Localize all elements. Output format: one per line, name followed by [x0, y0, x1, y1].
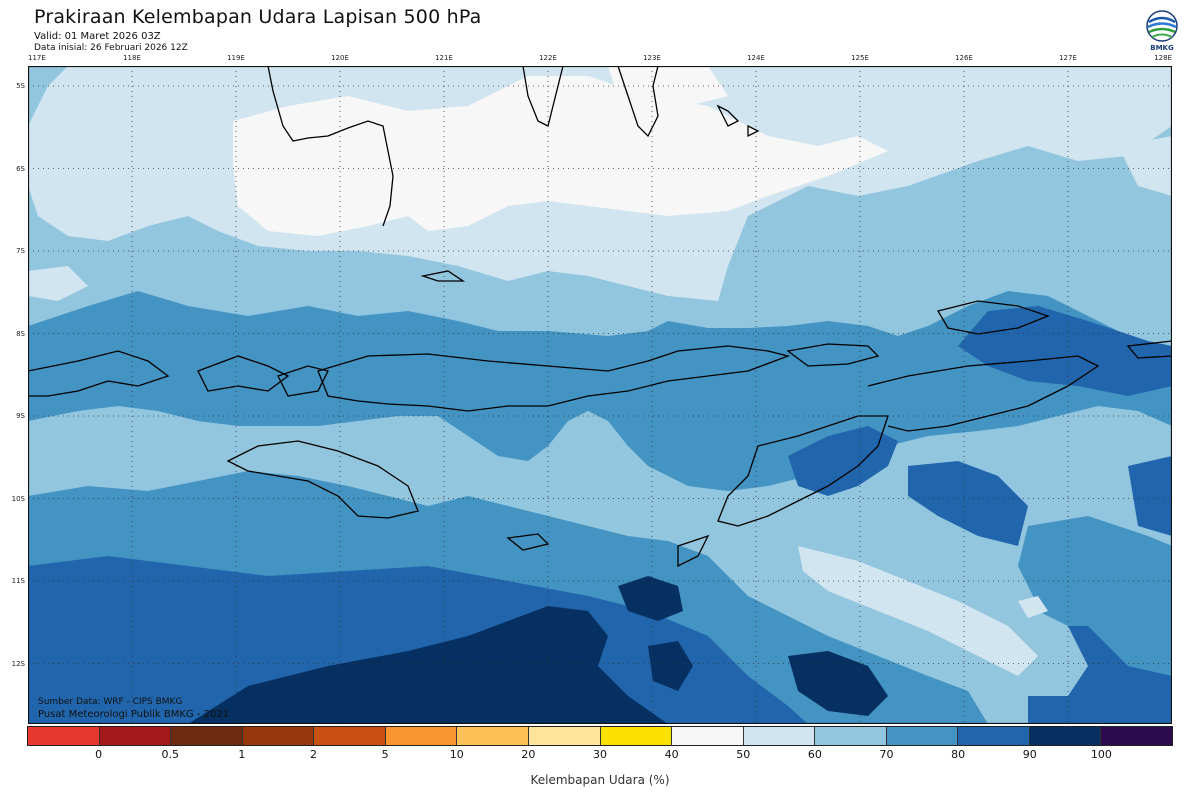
coast-sumbawa-west: [197, 355, 290, 392]
coast-island-3: [747, 124, 760, 138]
coast-sulawesi-south: [267, 66, 394, 227]
lat-label-11s: 11S: [11, 577, 25, 585]
colorbar-tick-60: 60: [807, 748, 822, 761]
coast-wetar: [936, 300, 1050, 335]
colorbar-swatch-7: [528, 727, 601, 745]
colorbar-swatch-5: [385, 727, 458, 745]
coast-rote: [677, 534, 710, 568]
colorbar-swatch-3: [242, 727, 315, 745]
humidity-band-50-60-north: [233, 76, 888, 236]
lon-label-121e: 121E: [435, 54, 453, 62]
humidity-patch-100-south-2: [618, 576, 683, 621]
colorbar-tick-70: 70: [879, 748, 894, 761]
lat-label-12s: 12S: [11, 659, 25, 668]
lon-label-125e: 125E: [851, 54, 869, 62]
colorbar-tick-90: 90: [1022, 748, 1037, 761]
colorbar-tick-1: 1: [238, 748, 246, 761]
lon-label-117e: 117E: [28, 54, 46, 62]
logo-text: BMKG: [1150, 44, 1174, 52]
colorbar-tick-2: 2: [310, 748, 317, 761]
humidity-patch-100-south-1: [188, 606, 668, 724]
colorbar: [27, 726, 1173, 746]
humidity-patch-100-south-4: [788, 651, 888, 716]
colorbar-tick-10: 10: [449, 748, 464, 761]
lon-label-126e: 126E: [955, 54, 973, 62]
colorbar-tick-30: 30: [593, 748, 607, 761]
colorbar-tick-0.5: 0.5: [161, 748, 180, 761]
publisher: Pusat Meteorologi Publik BMKG - 2021: [38, 709, 230, 720]
humidity-patch-100-south-3: [648, 641, 693, 691]
lon-label-123e: 123E: [643, 54, 661, 62]
humidity-patch-90-100-east-edge: [1128, 456, 1172, 536]
colorbar-swatch-12: [886, 727, 959, 745]
lat-label-6s: 6S: [16, 164, 25, 173]
colorbar-swatch-9: [672, 727, 744, 745]
lat-label-10s: 10S: [11, 494, 25, 503]
colorbar-tick-labels: 0 0.5 1 2 5 10 20 30 40 50 60 70 80 90 100: [27, 748, 1173, 764]
coast-island-4: [420, 270, 466, 282]
lon-label-120e: 120E: [331, 54, 349, 62]
valid-time: Valid: 01 Maret 2026 03Z: [34, 31, 161, 42]
coast-sumbawa-east: [277, 365, 329, 397]
colorbar-swatch-8: [600, 727, 673, 745]
colorbar-swatch-14: [1029, 727, 1102, 745]
lon-label-122e: 122E: [539, 54, 557, 62]
lon-label-124e: 124E: [747, 54, 765, 62]
colorbar-swatch-11: [815, 727, 887, 745]
colorbar-swatch-1: [99, 727, 172, 745]
lon-label-128e: 128E: [1154, 54, 1172, 62]
lat-label-5s: 5S: [16, 82, 25, 90]
colorbar-swatch-15: [1101, 727, 1172, 745]
colorbar-title: Kelembapan Udara (%): [530, 773, 670, 787]
latitude-labels: 5S 6S 7S 8S 9S 10S 11S 12S: [0, 66, 28, 724]
colorbar-swatch-6: [457, 727, 529, 745]
coast-alor: [786, 343, 880, 367]
humidity-patch-50-60: [608, 66, 728, 111]
humidity-patch-90-100-timor: [788, 426, 898, 496]
coast-timor: [717, 415, 889, 527]
coast-sawu: [506, 533, 550, 551]
colorbar-tick-0: 0: [95, 748, 103, 761]
humidity-patch-60-70-small: [1018, 596, 1048, 618]
coast-lombok-bali: [28, 350, 170, 397]
humidity-patch-90-100-south-east: [908, 461, 1028, 546]
humidity-map: [28, 66, 1172, 724]
colorbar-tick-80: 80: [951, 748, 966, 761]
init-time: Data inisial: 26 Februari 2026 12Z: [34, 43, 188, 53]
colorbar-swatch-2: [171, 727, 243, 745]
lat-label-7s: 7S: [16, 247, 25, 255]
coast-tanimbar: [1126, 340, 1172, 359]
lat-lon-grid: [28, 66, 1172, 724]
coast-sumba: [226, 440, 419, 519]
lat-label-9s: 9S: [16, 412, 25, 420]
bmkg-logo-icon: BMKG: [1144, 10, 1180, 56]
humidity-patch-60-70-east: [1118, 136, 1172, 196]
lon-label-119e: 119E: [227, 54, 245, 62]
map-frame: [28, 66, 1172, 724]
longitude-labels: 117E 118E 119E 120E 121E 122E 123E 124E 125E 126E…: [28, 54, 1172, 66]
bmkg-logo-emblem-icon: [1146, 10, 1178, 42]
colorbar-tick-50: 50: [736, 748, 751, 761]
coast-timor-sea-shelf: [867, 355, 1100, 432]
colorbar-swatch-4: [314, 727, 386, 745]
map-title: Prakiraan Kelembapan Udara Lapisan 500 h…: [34, 6, 482, 28]
colorbar-swatch-13: [958, 727, 1030, 745]
colorbar-tick-100: 100: [1090, 748, 1112, 761]
colorbar-swatch-10: [743, 727, 816, 745]
colorbar-tick-5: 5: [381, 748, 389, 761]
lat-label-8s: 8S: [16, 329, 25, 338]
data-source: Sumber Data: WRF - CIPS BMKG: [38, 697, 183, 707]
coast-island-2: [716, 104, 740, 127]
lon-label-127e: 127E: [1059, 54, 1077, 62]
colorbar-tick-20: 20: [521, 748, 536, 761]
colorbar-tick-40: 40: [664, 748, 679, 761]
humidity-band-60-70-southeast: [798, 546, 1038, 676]
colorbar-swatch-0: [28, 727, 100, 745]
lon-label-118e: 118E: [123, 54, 141, 62]
coast-flores: [317, 345, 791, 412]
humidity-patch-60-70-west: [28, 266, 88, 301]
